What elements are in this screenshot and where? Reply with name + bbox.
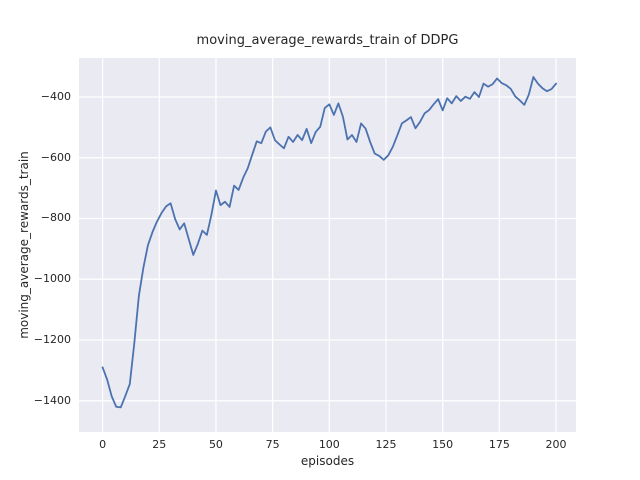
y-axis-label: moving_average_rewards_train — [17, 151, 31, 339]
y-tick-label: −800 — [40, 211, 71, 225]
x-tick-label: 150 — [432, 438, 454, 451]
x-axis-label: episodes — [300, 454, 355, 468]
chart-title: moving_average_rewards_train of DDPG — [196, 33, 459, 48]
x-tick-label: 125 — [375, 438, 397, 451]
y-tick-label: −400 — [40, 89, 71, 103]
y-tick-label: −600 — [40, 150, 71, 164]
y-tick-label: −1000 — [33, 272, 71, 286]
grid-lines — [79, 58, 576, 432]
y-tick-label: −1400 — [33, 393, 71, 407]
x-tick-label: 100 — [318, 438, 340, 451]
x-tick-label: 25 — [152, 438, 167, 451]
plot-area — [79, 58, 576, 432]
line-chart-svg — [79, 58, 576, 432]
x-tick-label: 50 — [208, 438, 223, 451]
series-line — [101, 76, 557, 409]
x-tick-label: 0 — [99, 438, 107, 451]
x-tick-label: 75 — [265, 438, 280, 451]
y-tick-label: −1200 — [33, 332, 71, 346]
x-tick-label: 175 — [488, 438, 510, 451]
x-tick-label: 200 — [545, 438, 567, 451]
